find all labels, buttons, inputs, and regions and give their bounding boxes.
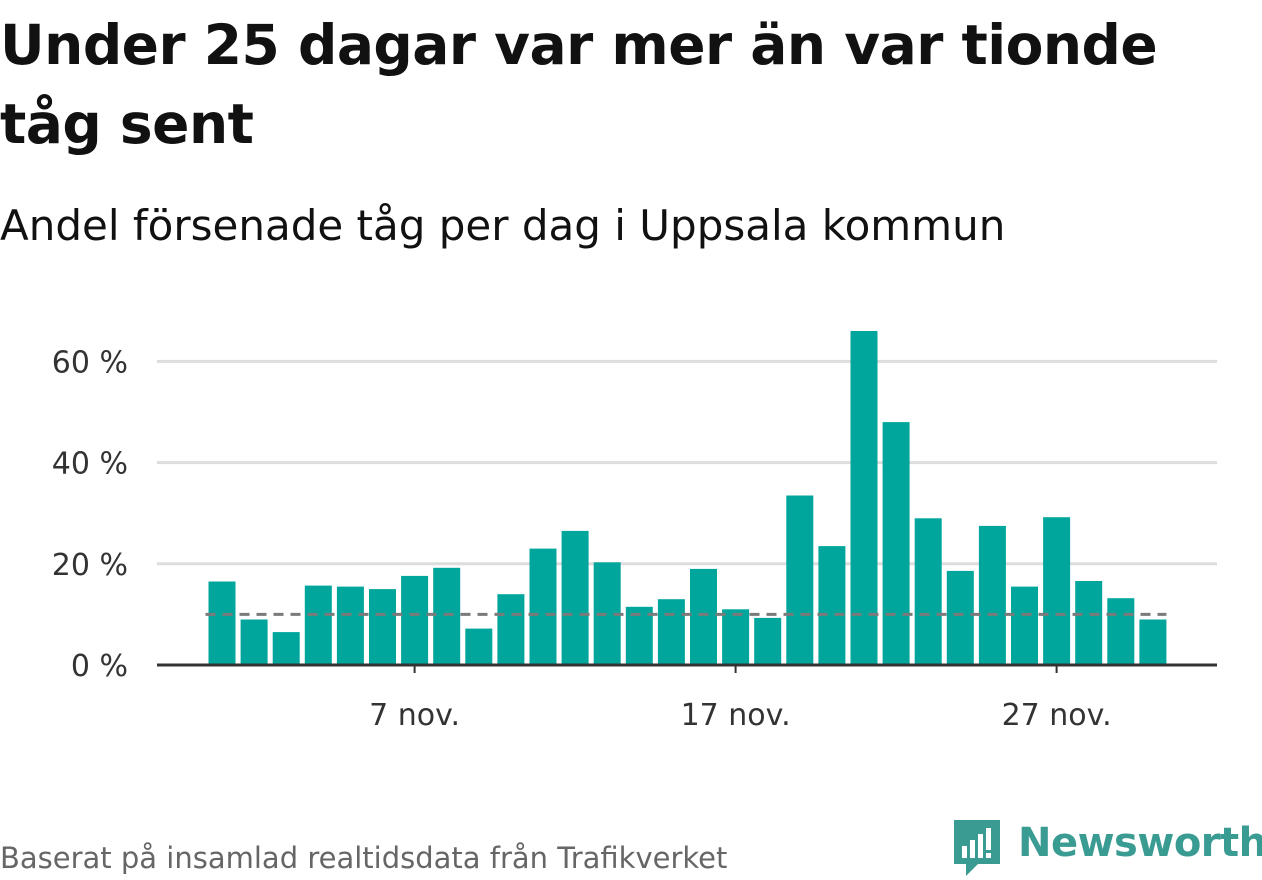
bar [914, 518, 942, 665]
y-tick-label: 20 % [52, 548, 128, 583]
bar [850, 331, 878, 665]
bar [561, 530, 589, 665]
bar [465, 628, 493, 665]
bar [1107, 598, 1135, 665]
bar [497, 594, 525, 665]
y-axis-labels: 0 % 20 % 40 % 60 % [52, 345, 128, 684]
bar [754, 617, 782, 665]
bar [722, 609, 750, 665]
bars [208, 331, 1167, 665]
bar [369, 589, 396, 665]
y-tick-label: 60 % [52, 345, 128, 380]
bar [529, 548, 557, 665]
x-tick-label: 27 nov. [1002, 698, 1112, 733]
bar [208, 581, 236, 665]
bar [786, 495, 814, 665]
bar [272, 632, 300, 665]
bar [1043, 517, 1071, 665]
bar [690, 568, 717, 665]
bar [625, 606, 653, 665]
x-axis [157, 663, 1217, 673]
bar [946, 570, 974, 665]
bar [657, 599, 685, 665]
newsworthy-logo: Newsworthy [952, 818, 1262, 880]
bar [433, 567, 461, 665]
bar [401, 575, 429, 665]
bar [1075, 581, 1103, 665]
bar [1011, 586, 1038, 665]
bar [336, 586, 364, 665]
gridlines [157, 359, 1217, 566]
x-tick-label: 7 nov. [369, 698, 460, 733]
x-axis-labels: 7 nov. 17 nov. 27 nov. [369, 698, 1112, 733]
y-tick-label: 40 % [52, 447, 128, 482]
chart-title: Under 25 dagar var mer än var tionde tåg… [0, 13, 1158, 156]
bar [240, 619, 268, 665]
chart-subtitle: Andel försenade tåg per dag i Uppsala ko… [0, 201, 1006, 250]
bar [304, 585, 332, 665]
y-tick-label: 0 % [71, 649, 128, 684]
bar [818, 546, 846, 665]
bar [1139, 619, 1167, 665]
logo-wordmark: Newsworthy [1018, 820, 1262, 866]
bar [882, 422, 910, 665]
newsworthy-logo-icon [954, 820, 1000, 876]
bar [978, 525, 1006, 665]
source-note: Baserat på insamlad realtidsdata från Tr… [0, 841, 728, 875]
x-tick-label: 17 nov. [681, 698, 791, 733]
